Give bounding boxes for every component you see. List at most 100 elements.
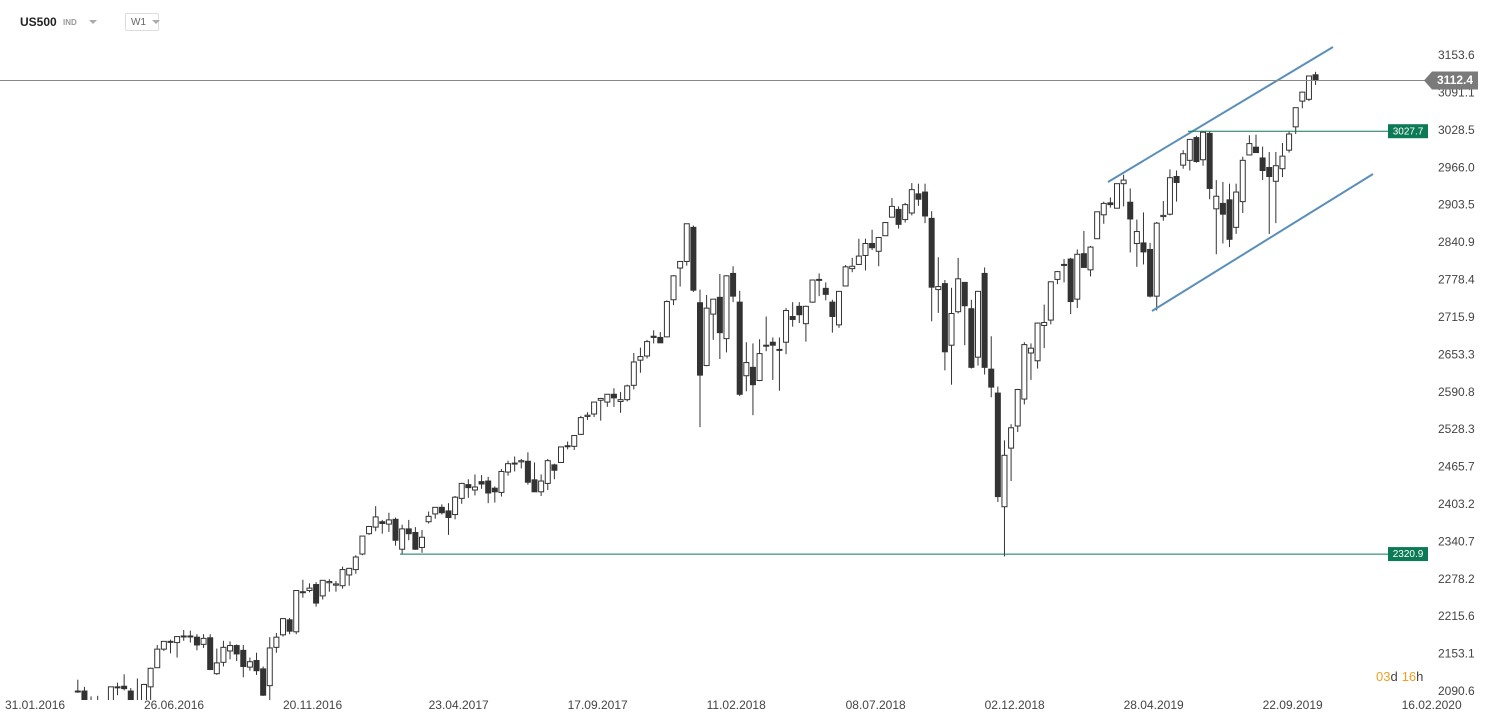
candle-body <box>121 685 128 690</box>
candle-body <box>829 301 836 317</box>
candle-body <box>1133 231 1140 245</box>
candle-body <box>663 301 670 338</box>
candle-body <box>749 366 756 386</box>
candle-body <box>200 637 207 645</box>
candle-body <box>366 525 373 535</box>
candle-body <box>1008 427 1015 449</box>
candle-body <box>544 460 551 484</box>
candle-body <box>332 583 339 586</box>
candle-body <box>617 399 624 402</box>
candle-body <box>273 636 280 648</box>
candle-body <box>352 556 359 571</box>
candle-body <box>551 464 558 471</box>
candle-body <box>756 353 763 382</box>
candle-body <box>432 506 439 515</box>
y-tick-label: 2653.3 <box>1438 347 1475 361</box>
candle-body <box>293 590 300 633</box>
symbol[interactable]: US500 <box>20 15 57 29</box>
candle-body <box>1272 165 1279 182</box>
candle-body <box>1153 222 1160 297</box>
candle-body <box>683 223 690 262</box>
x-tick-label: 11.02.2018 <box>707 698 766 712</box>
candle-body <box>319 579 326 597</box>
y-tick-label: 2590.8 <box>1438 385 1475 399</box>
level-label: 2320.9 <box>1393 549 1424 560</box>
candle-body <box>372 516 379 528</box>
candle-body <box>1173 175 1180 183</box>
candle-body <box>955 278 962 313</box>
current-price-label: 3112.4 <box>1437 73 1473 87</box>
candle-body <box>180 635 187 638</box>
candle-body <box>696 302 703 376</box>
x-tick-label: 31.01.2016 <box>5 698 65 712</box>
level-label-box <box>1388 547 1428 562</box>
candle-body <box>591 401 598 415</box>
candle-body <box>379 521 386 525</box>
candle-body <box>577 417 584 435</box>
candle-body <box>1100 202 1107 216</box>
level-label-box <box>1388 124 1428 139</box>
candle-body <box>842 266 849 287</box>
candle-body <box>193 636 200 646</box>
candle-body <box>796 305 803 316</box>
candle-body <box>902 204 909 221</box>
candle-body <box>1067 258 1074 303</box>
y-tick-label: 2278.2 <box>1438 572 1475 586</box>
candle-body <box>1034 322 1041 362</box>
candle-body <box>147 667 154 688</box>
x-tick-label: 17.09.2017 <box>568 698 628 712</box>
x-tick-label: 22.09.2019 <box>1263 698 1323 712</box>
candle-body <box>306 587 313 592</box>
candle-body <box>102 715 107 718</box>
candle-body <box>657 336 664 344</box>
candle-body <box>505 463 512 473</box>
candle-body <box>89 706 94 712</box>
candle-body <box>710 298 717 315</box>
candle-body <box>809 279 816 303</box>
candle-body <box>849 265 856 270</box>
candle-body <box>584 414 591 417</box>
candle-body <box>1041 321 1048 326</box>
candle-body <box>326 581 333 584</box>
candle-body <box>1246 143 1253 156</box>
candle-body <box>783 310 790 343</box>
market[interactable]: IND <box>63 13 97 31</box>
candle-body <box>869 243 876 249</box>
dropdown-caret <box>152 20 160 24</box>
candle-body <box>888 205 895 218</box>
countdown-unit: h <box>1416 669 1423 684</box>
market-label: IND <box>63 17 77 27</box>
overlay: 3027.7 2320.9 3112.4 <box>0 71 1478 562</box>
candle-body <box>974 290 981 358</box>
candle-body <box>723 275 730 340</box>
candle-body <box>174 636 181 644</box>
countdown-unit: d <box>1390 669 1397 684</box>
candle-body <box>260 668 267 696</box>
candle-body <box>187 635 194 638</box>
candle-body <box>220 646 227 663</box>
candle-body <box>1299 91 1306 102</box>
level-label: 3027.7 <box>1393 126 1424 137</box>
candle-body <box>1206 132 1213 189</box>
candle-body <box>597 397 604 401</box>
candle-body <box>922 191 929 217</box>
candle-body <box>1266 167 1273 177</box>
candle-body <box>1147 248 1154 297</box>
candle-body <box>624 385 631 401</box>
candle-body <box>498 470 505 493</box>
x-tick-label: 20.11.2016 <box>283 698 342 712</box>
candle-body <box>1014 388 1021 427</box>
candle-body <box>743 362 750 377</box>
candle-body <box>670 275 677 301</box>
candle-body <box>855 255 862 265</box>
candle-body <box>299 591 306 594</box>
candle-body <box>988 368 995 388</box>
interval-select[interactable]: W1 <box>125 13 160 31</box>
candle-body <box>1140 242 1147 253</box>
candle-body <box>425 515 432 523</box>
candle-body <box>1094 211 1101 240</box>
candle-body <box>233 645 240 655</box>
y-tick-label: 2215.6 <box>1438 609 1475 623</box>
